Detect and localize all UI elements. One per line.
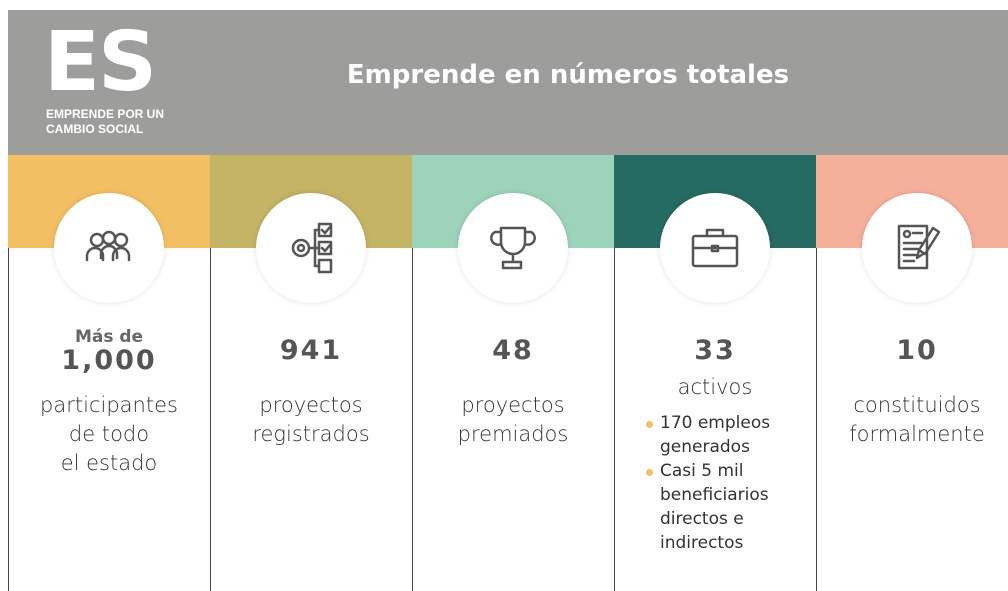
icon-circle bbox=[660, 193, 770, 303]
stat-value: 10 bbox=[896, 335, 938, 366]
stat-value: 48 bbox=[492, 335, 534, 366]
icon-circle bbox=[862, 193, 972, 303]
icon bbox=[85, 230, 131, 262]
stat-value: 1,000 bbox=[61, 345, 157, 376]
logo-line: EMPRENDE POR UN bbox=[46, 107, 165, 121]
separator bbox=[210, 248, 211, 591]
stat-value: 33 bbox=[694, 335, 736, 366]
bullet-line: directos e bbox=[660, 509, 744, 529]
stat-column: 10 constituidos formalmente bbox=[816, 155, 1008, 591]
description-line: formalmente bbox=[849, 422, 985, 446]
stat-value: 941 bbox=[279, 335, 343, 366]
bullet-line: beneficiarios bbox=[660, 485, 769, 505]
logo-line: CAMBIO SOCIAL bbox=[46, 122, 144, 136]
stat-column: 941 proyectos registrados bbox=[210, 155, 412, 591]
description-line: participantes bbox=[40, 393, 178, 417]
header: ES EMPRENDE POR UN CAMBIO SOCIAL Emprend… bbox=[8, 10, 1008, 155]
bullet-dot bbox=[646, 469, 653, 476]
description-line: proyectos bbox=[259, 393, 363, 417]
bullet-line: Casi 5 mil bbox=[660, 461, 744, 481]
description-line: premiados bbox=[457, 422, 569, 446]
separator bbox=[816, 248, 817, 591]
stat-column: 33 activos 170 empleos generados Casi 5 mil b… bbox=[614, 155, 816, 591]
description-line: registrados bbox=[252, 422, 370, 446]
description-line: de todo bbox=[68, 422, 150, 446]
description-line: proyectos bbox=[461, 393, 565, 417]
logo: ES bbox=[44, 15, 157, 110]
description-line: el estado bbox=[60, 451, 158, 475]
icon-circle bbox=[458, 193, 568, 303]
icon bbox=[490, 226, 536, 270]
bullet-line: generados bbox=[660, 437, 750, 457]
icon bbox=[897, 224, 941, 270]
separator bbox=[412, 248, 413, 591]
stat-column: 48 proyectos premiados bbox=[412, 155, 614, 591]
icon bbox=[291, 222, 333, 274]
separator bbox=[614, 248, 615, 591]
stat-prefix: Más de bbox=[74, 327, 144, 347]
title: Emprende en números totales bbox=[346, 60, 790, 90]
separator bbox=[8, 248, 9, 591]
icon bbox=[691, 228, 739, 268]
stat-column: Más de 1,000 participantes de todo el estado bbox=[8, 155, 210, 591]
bullet-dot bbox=[646, 421, 653, 428]
bullet-line: indirectos bbox=[660, 533, 744, 553]
description-line: activos bbox=[677, 375, 753, 399]
description-line: constituidos bbox=[853, 393, 981, 417]
icon-circle bbox=[256, 193, 366, 303]
icon-circle bbox=[54, 193, 164, 303]
bullet-line: 170 empleos bbox=[660, 413, 771, 433]
